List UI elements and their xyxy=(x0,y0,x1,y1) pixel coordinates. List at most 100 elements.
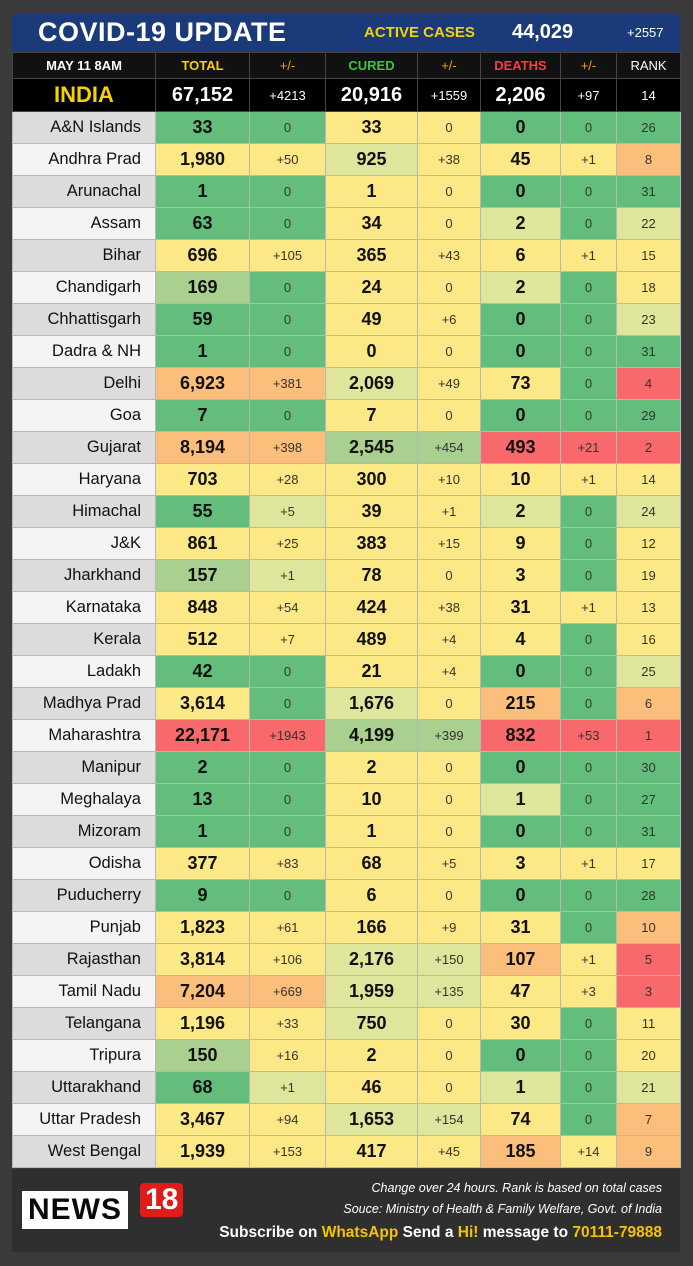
total-cases: 68 xyxy=(155,1071,250,1104)
cured-change: +9 xyxy=(417,911,481,944)
table-row: Dadra & NH 1 0 0 0 0 0 31 xyxy=(12,335,681,368)
table-row: Tripura 150 +16 2 0 0 0 20 xyxy=(12,1039,681,1072)
table-row: Kerala 512 +7 489 +4 4 0 16 xyxy=(12,623,681,656)
total-change: 0 xyxy=(249,655,326,688)
total-cases: 150 xyxy=(155,1039,250,1072)
total-cases: 9 xyxy=(155,879,250,912)
state-name: J&K xyxy=(12,527,156,560)
total-cases: 1 xyxy=(155,815,250,848)
cured-count: 0 xyxy=(325,335,418,368)
cured-change: +135 xyxy=(417,975,481,1008)
cured-count: 750 xyxy=(325,1007,418,1040)
total-cases: 3,467 xyxy=(155,1103,250,1136)
table-row: J&K 861 +25 383 +15 9 0 12 xyxy=(12,527,681,560)
cured-count: 49 xyxy=(325,303,418,336)
deaths-count: 9 xyxy=(480,527,561,560)
total-cases: 169 xyxy=(155,271,250,304)
india-total: 67,152 xyxy=(155,78,250,112)
deaths-change: 0 xyxy=(560,399,617,432)
state-name: Telangana xyxy=(12,1007,156,1040)
rank-value: 7 xyxy=(616,1103,681,1136)
table-row: Gujarat 8,194 +398 2,545 +454 493 +21 2 xyxy=(12,431,681,464)
state-name: Mizoram xyxy=(12,815,156,848)
state-name: Himachal xyxy=(12,495,156,528)
rank-value: 20 xyxy=(616,1039,681,1072)
total-cases: 22,171 xyxy=(155,719,250,752)
total-cases: 7,204 xyxy=(155,975,250,1008)
state-name: Uttarakhand xyxy=(12,1071,156,1104)
total-cases: 3,614 xyxy=(155,687,250,720)
total-cases: 377 xyxy=(155,847,250,880)
hi-label: Hi! xyxy=(457,1224,479,1241)
total-change: 0 xyxy=(249,207,326,240)
cured-count: 489 xyxy=(325,623,418,656)
cured-count: 925 xyxy=(325,143,418,176)
cured-change: 0 xyxy=(417,815,481,848)
deaths-count: 0 xyxy=(480,399,561,432)
rank-value: 21 xyxy=(616,1071,681,1104)
table-row: Rajasthan 3,814 +106 2,176 +150 107 +1 5 xyxy=(12,943,681,976)
rank-value: 22 xyxy=(616,207,681,240)
cured-change: +1 xyxy=(417,495,481,528)
deaths-count: 31 xyxy=(480,911,561,944)
active-cases-value: 44,029 xyxy=(512,21,574,43)
total-cases: 42 xyxy=(155,655,250,688)
cured-change: 0 xyxy=(417,335,481,368)
state-name: Ladakh xyxy=(12,655,156,688)
whatsapp-label: WhatsApp xyxy=(321,1224,399,1241)
table-row: A&N Islands 33 0 33 0 0 0 26 xyxy=(12,111,681,144)
subscribe-line: Subscribe on WhatsApp Send a Hi! message… xyxy=(219,1224,662,1242)
deaths-change: 0 xyxy=(560,655,617,688)
state-name: Odisha xyxy=(12,847,156,880)
cured-change: 0 xyxy=(417,399,481,432)
total-change: 0 xyxy=(249,751,326,784)
cured-count: 1 xyxy=(325,175,418,208)
header-date: MAY 11 8AM xyxy=(12,52,156,79)
rank-value: 30 xyxy=(616,751,681,784)
cured-change: +150 xyxy=(417,943,481,976)
cured-count: 46 xyxy=(325,1071,418,1104)
cured-count: 68 xyxy=(325,847,418,880)
cured-count: 33 xyxy=(325,111,418,144)
total-change: +1943 xyxy=(249,719,326,752)
title-bar: COVID-19 UPDATE ACTIVE CASES 44,029 +255… xyxy=(12,14,680,52)
rank-value: 26 xyxy=(616,111,681,144)
deaths-count: 74 xyxy=(480,1103,561,1136)
deaths-change: +1 xyxy=(560,463,617,496)
deaths-change: 0 xyxy=(560,623,617,656)
deaths-change: +1 xyxy=(560,591,617,624)
state-name: Maharashtra xyxy=(12,719,156,752)
table-row: Manipur 2 0 2 0 0 0 30 xyxy=(12,751,681,784)
total-change: 0 xyxy=(249,335,326,368)
cured-change: 0 xyxy=(417,1039,481,1072)
rank-value: 9 xyxy=(616,1135,681,1168)
state-name: Madhya Prad xyxy=(12,687,156,720)
deaths-count: 215 xyxy=(480,687,561,720)
total-change: +33 xyxy=(249,1007,326,1040)
rank-value: 31 xyxy=(616,335,681,368)
rank-value: 31 xyxy=(616,815,681,848)
cured-change: 0 xyxy=(417,111,481,144)
total-cases: 696 xyxy=(155,239,250,272)
header-total-change: +/- xyxy=(249,52,326,79)
state-name: Uttar Pradesh xyxy=(12,1103,156,1136)
table-row: Odisha 377 +83 68 +5 3 +1 17 xyxy=(12,847,681,880)
rank-value: 28 xyxy=(616,879,681,912)
cured-count: 1 xyxy=(325,815,418,848)
rank-value: 12 xyxy=(616,527,681,560)
deaths-count: 2 xyxy=(480,271,561,304)
deaths-count: 1 xyxy=(480,783,561,816)
cured-count: 2,176 xyxy=(325,943,418,976)
india-cured-change: +1559 xyxy=(417,78,481,112)
state-name: Punjab xyxy=(12,911,156,944)
deaths-change: 0 xyxy=(560,303,617,336)
state-name: Rajasthan xyxy=(12,943,156,976)
india-cured: 20,916 xyxy=(325,78,418,112)
table-row: Andhra Prad 1,980 +50 925 +38 45 +1 8 xyxy=(12,143,681,176)
table-row: Uttarakhand 68 +1 46 0 1 0 21 xyxy=(12,1071,681,1104)
rank-value: 8 xyxy=(616,143,681,176)
news18-logo: NEWS 18 xyxy=(22,1183,184,1235)
table-row: West Bengal 1,939 +153 417 +45 185 +14 9 xyxy=(12,1135,681,1168)
deaths-count: 107 xyxy=(480,943,561,976)
cured-count: 2 xyxy=(325,751,418,784)
